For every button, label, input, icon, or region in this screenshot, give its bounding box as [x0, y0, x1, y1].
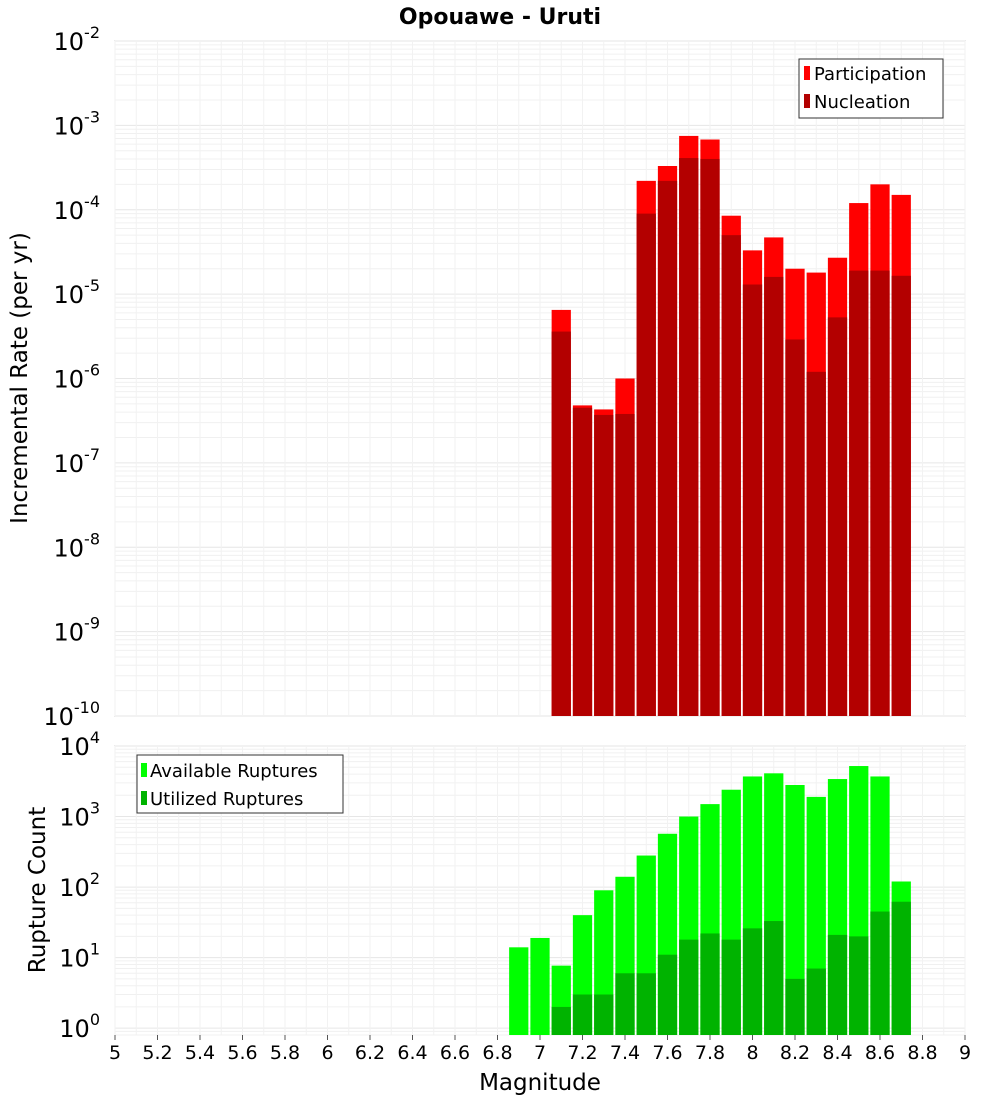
utilized-ruptures-bar [700, 933, 720, 1035]
x-tick-label: 6.8 [482, 1042, 512, 1064]
top-y-tick-label: 10-9 [54, 614, 101, 647]
top-y-tick-label: 10-3 [54, 107, 101, 140]
nucleation-bar [721, 235, 741, 716]
x-tick-label: 7.6 [652, 1042, 682, 1064]
bottom-y-tick-label: 102 [59, 869, 100, 902]
utilized-ruptures-bar [572, 994, 593, 1035]
legend-nucleation-swatch [804, 94, 810, 108]
x-tick-label: 7.8 [695, 1042, 725, 1064]
top-y-tick-label: 10-8 [54, 529, 101, 562]
available-ruptures-bar [530, 937, 550, 1035]
utilized-ruptures-bar [636, 973, 656, 1035]
bottom-y-tick-label: 103 [59, 799, 100, 832]
x-tick-label: 8.4 [822, 1042, 852, 1064]
bottom-y-tick-label: 101 [59, 940, 100, 973]
nucleation-bar [551, 331, 571, 716]
legend-utilized-label: Utilized Ruptures [150, 789, 303, 810]
utilized-ruptures-bar [785, 978, 805, 1035]
x-axis-label: Magnitude [479, 1070, 601, 1096]
utilized-ruptures-bar [721, 939, 741, 1035]
top-y-axis-label: Incremental Rate (per yr) [7, 232, 33, 524]
x-tick-label: 5.6 [227, 1042, 257, 1064]
legend-participation-label: Participation [814, 64, 926, 85]
x-tick-label: 7.2 [567, 1042, 597, 1064]
nucleation-bar [785, 339, 805, 716]
nucleation-bar [742, 284, 763, 716]
nucleation-bar [891, 275, 911, 716]
nucleation-bar [764, 276, 784, 716]
legend-utilized-swatch [141, 791, 147, 805]
utilized-ruptures-bar [594, 994, 614, 1035]
nucleation-bar [806, 371, 826, 716]
top-legend: Participation Nucleation [798, 58, 944, 119]
x-tick-label: 7.4 [610, 1042, 640, 1064]
bottom-legend: Available Ruptures Utilized Ruptures [136, 754, 344, 814]
x-tick-label: 9 [959, 1042, 971, 1064]
bottom-y-tick-label: 104 [59, 728, 100, 761]
bottom-y-axis-label: Rupture Count [25, 807, 51, 973]
utilized-ruptures-bar [551, 1006, 571, 1035]
top-y-tick-label: 10-4 [54, 192, 101, 225]
utilized-ruptures-bar [870, 911, 890, 1035]
utilized-ruptures-bar [849, 936, 869, 1035]
x-tick-label: 5.2 [142, 1042, 172, 1064]
nucleation-bar [636, 213, 656, 717]
x-tick-label: 5.8 [270, 1042, 300, 1064]
legend-nucleation-label: Nucleation [814, 92, 910, 113]
utilized-ruptures-bar [891, 901, 911, 1035]
nucleation-bar [870, 270, 890, 716]
nucleation-bar [657, 180, 678, 716]
x-tick-label: 6.6 [440, 1042, 470, 1064]
nucleation-bar [615, 413, 635, 716]
x-tick-label: 8.8 [907, 1042, 937, 1064]
x-tick-label: 6.2 [355, 1042, 385, 1064]
legend-available-label: Available Ruptures [150, 761, 318, 782]
chart-title: Opouawe - Uruti [399, 5, 601, 30]
x-tick-label: 6.4 [397, 1042, 427, 1064]
top-y-tick-label: 10-5 [54, 276, 101, 309]
top-plot: 10-10 10-9 10-8 10-7 10-6 10-5 10-4 10-3 10-2 In… [7, 23, 966, 731]
top-y-tick-label: 10-6 [54, 361, 101, 394]
bottom-plot: 100 101 102 103 104 5 5.2 5.4 5.6 5.8 6 6.2 6.4 6.6 6… [25, 728, 971, 1096]
legend-participation-swatch [804, 66, 810, 80]
x-tick-label: 5.4 [185, 1042, 215, 1064]
top-y-tick-label: 10-10 [43, 698, 100, 731]
x-tick-label: 8.2 [780, 1042, 810, 1064]
utilized-ruptures-bar [742, 928, 763, 1035]
top-y-tick-label: 10-7 [54, 445, 101, 478]
utilized-ruptures-bar [679, 939, 699, 1035]
top-y-tick-label: 10-2 [54, 23, 101, 56]
nucleation-bar [849, 270, 869, 716]
nucleation-bar [700, 158, 720, 717]
x-tick-label: 6 [321, 1042, 333, 1064]
available-ruptures-bar [509, 947, 529, 1035]
x-tick-label: 8.6 [865, 1042, 895, 1064]
nucleation-bar [679, 158, 699, 716]
utilized-ruptures-bar [764, 921, 784, 1035]
legend-available-swatch [141, 763, 147, 777]
x-tick-label: 7 [534, 1042, 546, 1064]
utilized-ruptures-bar [615, 973, 635, 1035]
utilized-ruptures-bar [657, 954, 678, 1035]
bottom-y-tick-label: 100 [59, 1010, 100, 1043]
x-tick-label: 8 [746, 1042, 758, 1064]
utilized-ruptures-bar [827, 934, 848, 1035]
nucleation-bar [594, 414, 614, 716]
utilized-ruptures-bar [806, 968, 826, 1035]
nucleation-bar [572, 407, 593, 716]
nucleation-bar [827, 317, 848, 716]
available-ruptures-bar [785, 784, 805, 1035]
x-tick-label: 5 [109, 1042, 121, 1064]
